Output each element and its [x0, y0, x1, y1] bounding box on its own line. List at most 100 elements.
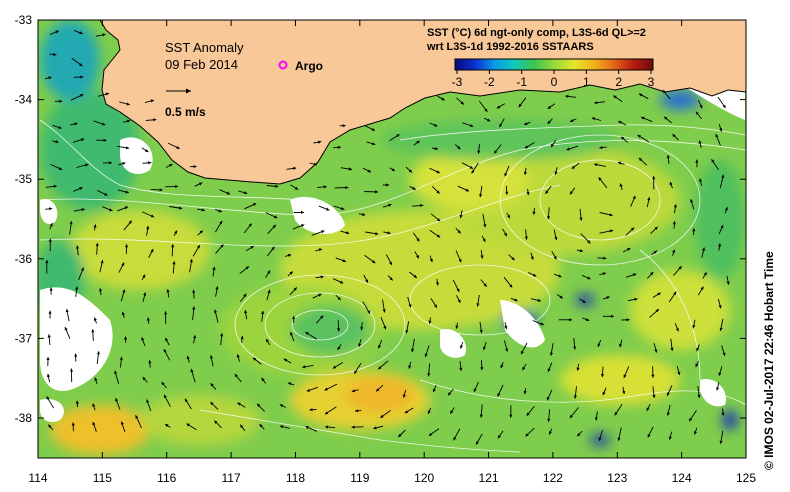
velocity-arrow-head	[80, 75, 84, 79]
velocity-arrow-head	[504, 325, 508, 330]
velocity-arrow-head	[587, 276, 591, 280]
velocity-arrow-head	[433, 304, 437, 308]
velocity-arrow-head	[459, 214, 463, 219]
velocity-arrow-head	[47, 334, 51, 338]
velocity-arrow-head	[547, 418, 551, 422]
velocity-arrow-head	[436, 234, 441, 238]
y-tick-label: -37	[15, 331, 33, 345]
velocity-arrow-head	[540, 322, 544, 326]
velocity-arrow-head	[420, 203, 424, 208]
velocity-arrow-head	[457, 299, 461, 303]
velocity-arrow-head	[424, 353, 428, 357]
velocity-arrow-head	[210, 402, 214, 406]
velocity-arrow-head	[59, 99, 63, 103]
velocity-arrow-head	[306, 388, 311, 392]
velocity-arrow-head	[261, 377, 265, 382]
velocity-arrow-head	[103, 138, 107, 142]
velocity-arrow-head	[497, 435, 501, 439]
velocity-arrow-head	[606, 296, 610, 300]
velocity-arrow-head	[125, 190, 129, 194]
velocity-arrow-head	[711, 159, 715, 163]
velocity-arrow-head	[597, 343, 601, 347]
velocity-arrow-head	[391, 168, 395, 171]
velocity-arrow-head	[91, 329, 95, 333]
legend-line-2: wrt L3S-1d 1992-2016 SSTAARS	[426, 41, 594, 53]
velocity-arrow-head	[49, 287, 53, 291]
velocity-arrow-head	[69, 221, 73, 225]
velocity-arrow-head	[509, 284, 513, 288]
velocity-arrow-head	[214, 420, 218, 424]
velocity-arrow-head	[692, 228, 696, 232]
velocity-arrow-head	[283, 358, 288, 362]
colorbar-tick-label: 2	[615, 75, 622, 89]
credit-text: © IMOS 02-Jul-2017 22:46 Hobart Time	[762, 251, 776, 470]
velocity-arrow-head	[576, 367, 580, 371]
velocity-arrow-head	[434, 147, 438, 151]
velocity-arrow-head	[257, 403, 261, 407]
velocity-arrow-head	[569, 318, 572, 322]
velocity-arrow-head	[302, 365, 306, 369]
velocity-arrow-head	[569, 414, 573, 419]
velocity-arrow-head	[473, 388, 477, 392]
velocity-arrow-head	[618, 121, 622, 124]
velocity-arrow-head	[219, 220, 223, 225]
velocity-arrow-head	[372, 260, 376, 264]
velocity-arrow-head	[48, 310, 52, 314]
x-tick-label: 123	[607, 471, 627, 485]
ssh-contours	[39, 119, 746, 453]
velocity-arrow-head	[148, 360, 152, 364]
velocity-arrow-head	[479, 194, 483, 198]
velocity-arrow-head	[121, 311, 125, 316]
x-tick-label: 116	[157, 471, 176, 485]
velocity-arrow-head	[174, 230, 177, 234]
velocity-arrow-head	[279, 425, 284, 429]
velocity-arrow-head	[85, 163, 89, 167]
velocity-arrow-head	[559, 295, 563, 299]
velocity-arrow-head	[598, 177, 602, 181]
velocity-arrow-head	[509, 414, 513, 418]
velocity-arrow-head	[669, 181, 673, 186]
velocity-arrow-head	[141, 337, 145, 341]
velocity-arrow-head	[480, 255, 484, 259]
velocity-arrow-head	[632, 273, 637, 277]
velocity-arrow-head	[547, 105, 552, 109]
colorbar-tick-label: -2	[484, 75, 495, 89]
velocity-arrow-head	[305, 426, 309, 430]
velocity-arrow-head	[494, 150, 498, 154]
velocity-arrow-head	[196, 245, 200, 249]
velocity-arrow-head	[692, 325, 696, 329]
velocity-arrow-head	[653, 250, 657, 254]
velocity-arrow-head	[79, 31, 83, 35]
velocity-arrow-head	[178, 206, 183, 210]
velocity-arrow-head	[654, 226, 658, 230]
x-tick-label: 122	[543, 471, 563, 485]
velocity-arrow-head	[554, 171, 558, 175]
velocity-arrow-head	[638, 157, 643, 162]
velocity-arrow-head	[74, 122, 78, 126]
velocity-arrow-head	[124, 244, 129, 248]
velocity-arrow-head	[294, 186, 299, 190]
velocity-arrow-head	[58, 167, 63, 170]
velocity-arrow-head	[186, 355, 190, 360]
velocity-arrow-head	[388, 203, 392, 207]
velocity-arrow-head	[189, 259, 193, 263]
velocity-arrow-head	[505, 348, 509, 352]
velocity-arrow-head	[471, 170, 475, 174]
argo-icon	[278, 60, 288, 70]
velocity-arrow-head	[456, 288, 460, 292]
velocity-arrow-head	[486, 118, 491, 122]
velocity-arrow-head	[700, 286, 704, 290]
velocity-arrow-head	[591, 117, 596, 121]
map-date: 09 Feb 2014	[165, 57, 238, 72]
velocity-arrow-head	[404, 410, 409, 414]
velocity-arrow-head	[58, 125, 62, 129]
velocity-arrow-head	[457, 230, 461, 234]
velocity-arrow-head	[53, 52, 57, 57]
velocity-arrow-head	[100, 260, 104, 264]
velocity-arrow-head	[396, 134, 400, 138]
velocity-arrow-head	[380, 414, 384, 418]
velocity-arrow-head	[80, 267, 84, 271]
velocity-arrow-head	[702, 247, 706, 251]
velocity-arrow-head	[639, 93, 643, 97]
velocity-arrow-head	[375, 232, 379, 236]
